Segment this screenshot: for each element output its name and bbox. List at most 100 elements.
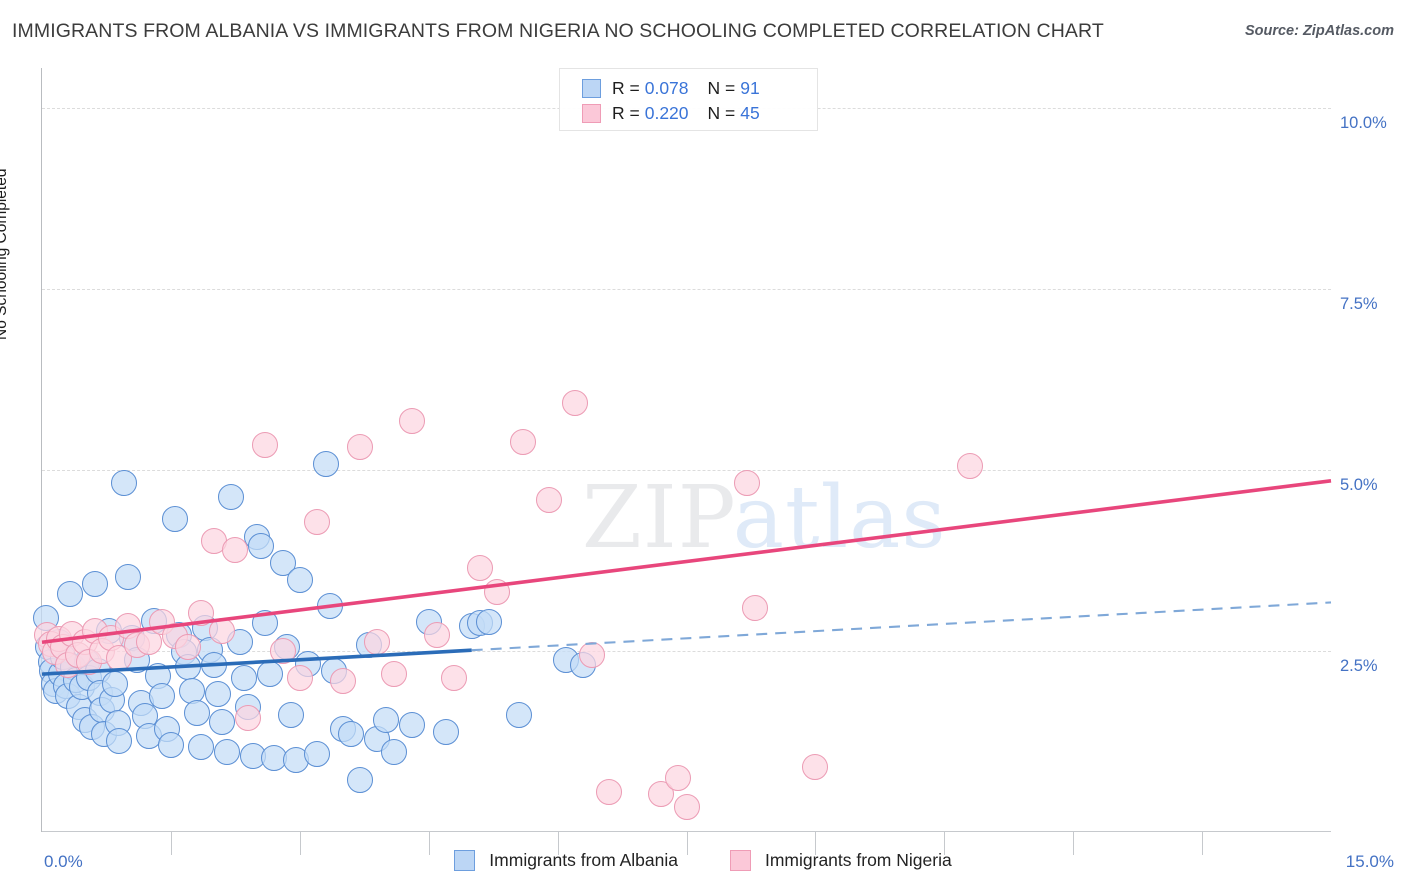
r-label-albania: R = [612,78,640,98]
gridline [42,288,1331,290]
data-point[interactable] [733,469,760,496]
data-point[interactable] [467,554,494,581]
data-point[interactable] [578,641,605,668]
data-point[interactable] [475,608,502,635]
data-point[interactable] [312,451,339,478]
x-tick [1073,831,1075,855]
x-tick [557,831,559,855]
x-tick [815,831,817,855]
data-point[interactable] [338,721,365,748]
x-tick [686,831,688,855]
data-point[interactable] [162,506,189,533]
y-axis-line [41,68,42,832]
page-title: IMMIGRANTS FROM ALBANIA VS IMMIGRANTS FR… [12,20,1104,42]
data-point[interactable] [398,711,425,738]
data-point[interactable] [252,610,279,637]
data-point[interactable] [802,753,829,780]
data-point[interactable] [664,764,691,791]
legend-item-albania[interactable]: Immigrants from Albania [454,850,678,871]
data-point[interactable] [505,701,532,728]
data-point[interactable] [213,739,240,766]
data-point[interactable] [596,779,623,806]
watermark-atlas: atlas [732,468,947,568]
stats-row-albania: R = 0.078 N = 91 [582,76,817,101]
gridline [42,469,1331,471]
legend-item-nigeria[interactable]: Immigrants from Nigeria [729,850,952,871]
trendline-albania-dashed [471,601,1332,652]
series-legend: Immigrants from Albania Immigrants from … [0,850,1406,871]
n-value-nigeria: 45 [740,103,760,123]
data-point[interactable] [57,581,84,608]
data-point[interactable] [381,661,408,688]
data-point[interactable] [372,706,399,733]
x-tick [299,831,301,855]
data-point[interactable] [303,740,330,767]
data-point[interactable] [82,571,109,598]
data-point[interactable] [329,668,356,695]
data-point[interactable] [561,390,588,417]
data-point[interactable] [316,593,343,620]
series-label-nigeria: Immigrants from Nigeria [764,850,952,870]
data-point[interactable] [209,708,236,735]
data-point[interactable] [209,617,236,644]
y-tick-label: 5.0% [1340,475,1378,494]
data-point[interactable] [252,431,279,458]
data-point[interactable] [673,793,700,820]
data-point[interactable] [536,487,562,514]
data-point[interactable] [157,732,184,759]
data-point[interactable] [278,701,305,728]
data-point[interactable] [114,564,141,591]
data-point[interactable] [235,704,262,731]
y-axis-title: No Schooling Completed [0,168,10,340]
y-tick-label: 2.5% [1340,656,1378,675]
r-value-albania: 0.078 [644,78,689,98]
n-label-albania: N = [707,78,736,98]
data-point[interactable] [149,682,176,709]
data-point[interactable] [346,766,373,793]
data-point[interactable] [222,536,249,563]
data-point[interactable] [106,728,133,755]
data-point[interactable] [381,739,408,766]
watermark-zip: ZIP [582,468,733,568]
data-point[interactable] [205,681,232,708]
scatter-plot-area: ZIPatlas [33,68,1332,832]
y-tick-label: 10.0% [1340,113,1387,132]
stats-row-nigeria: R = 0.220 N = 45 [582,101,817,126]
y-tick-label: 7.5% [1340,294,1378,313]
data-point[interactable] [510,429,537,456]
x-axis-max-label: 15.0% [1345,852,1394,871]
data-point[interactable] [102,670,129,697]
data-point[interactable] [432,719,459,746]
data-point[interactable] [218,484,245,511]
data-point[interactable] [742,594,769,621]
data-point[interactable] [110,469,137,496]
data-point[interactable] [484,578,511,605]
data-point[interactable] [286,566,313,593]
data-point[interactable] [286,665,313,692]
n-label-nigeria: N = [707,103,736,123]
data-point[interactable] [346,433,373,460]
data-point[interactable] [256,661,283,688]
series-swatch-nigeria [729,850,751,871]
data-point[interactable] [187,733,214,760]
data-point[interactable] [269,637,296,664]
data-point[interactable] [441,665,468,692]
x-tick [944,831,946,855]
data-point[interactable] [175,634,202,661]
series-label-albania: Immigrants from Albania [489,850,678,870]
data-point[interactable] [183,699,210,726]
series-swatch-albania [454,850,476,871]
data-point[interactable] [957,453,984,480]
x-tick [428,831,430,855]
chart-header: IMMIGRANTS FROM ALBANIA VS IMMIGRANTS FR… [0,0,1406,56]
legend-swatch-albania [582,79,601,98]
x-axis-min-label: 0.0% [44,852,83,871]
data-point[interactable] [200,652,227,679]
data-point[interactable] [398,407,425,434]
r-value-nigeria: 0.220 [644,103,689,123]
data-point[interactable] [248,532,275,559]
r-label-nigeria: R = [612,103,640,123]
data-point[interactable] [424,622,451,649]
data-point[interactable] [303,509,330,536]
data-point[interactable] [230,665,257,692]
